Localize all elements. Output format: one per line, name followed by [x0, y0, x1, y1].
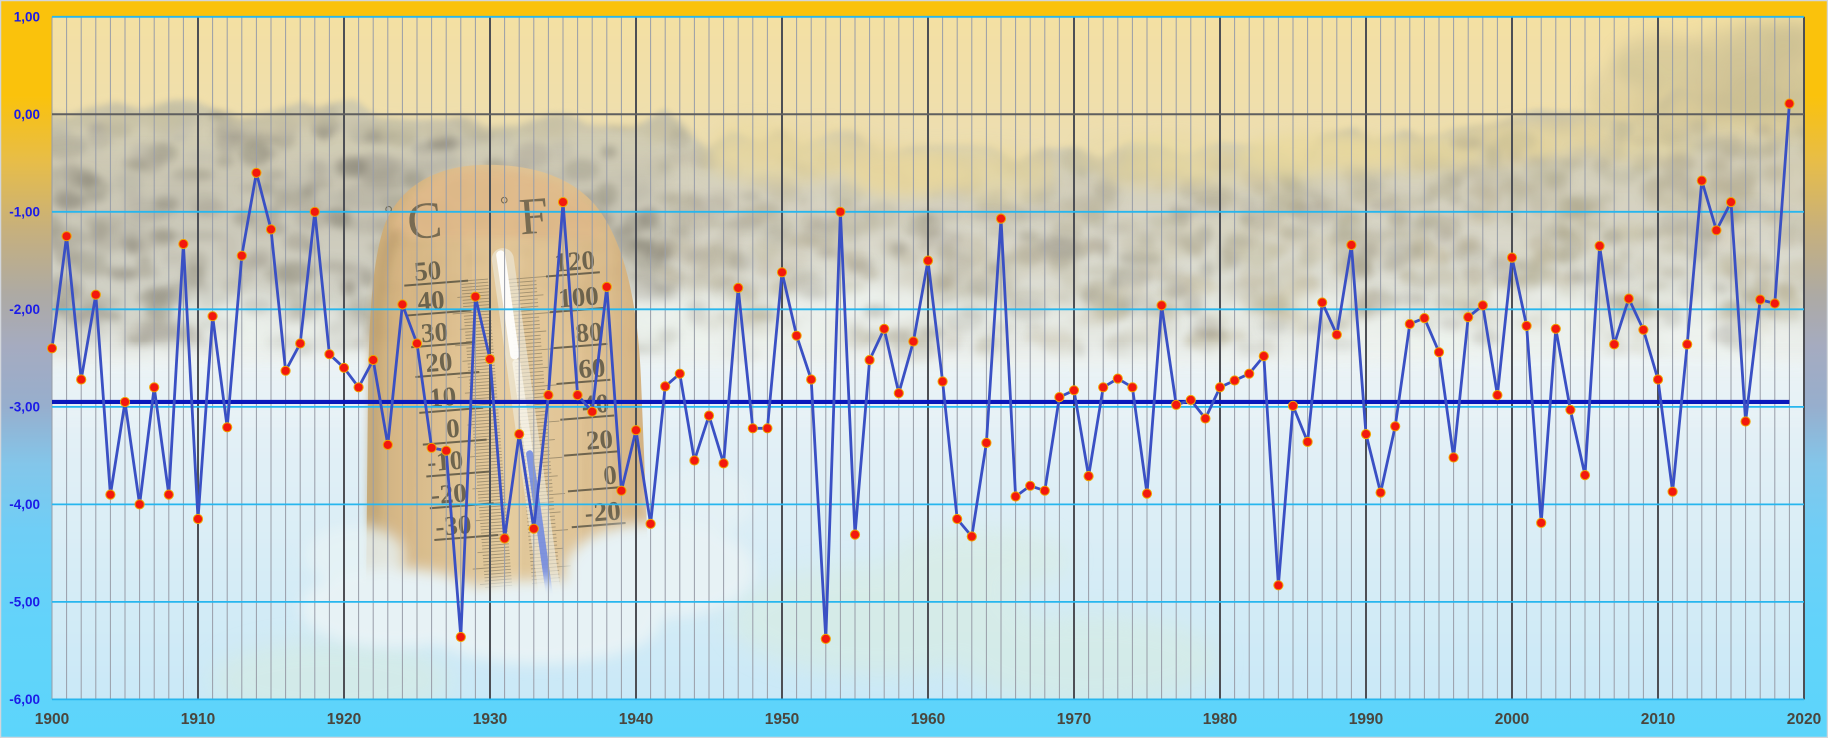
svg-text:1980: 1980: [1203, 711, 1237, 728]
svg-text:-6,00: -6,00: [9, 692, 40, 707]
svg-text:0,00: 0,00: [14, 107, 40, 122]
svg-text:80: 80: [574, 316, 603, 348]
svg-text:°: °: [384, 200, 395, 226]
svg-text:2020: 2020: [1787, 711, 1821, 728]
svg-text:0: 0: [602, 460, 618, 491]
svg-text:2000: 2000: [1495, 711, 1529, 728]
svg-text:40: 40: [416, 285, 445, 317]
svg-text:1960: 1960: [911, 711, 945, 728]
svg-text:C: C: [405, 192, 444, 252]
svg-text:1920: 1920: [327, 711, 361, 728]
svg-text:1910: 1910: [181, 711, 215, 728]
svg-text:1940: 1940: [619, 711, 653, 728]
svg-text:-1,00: -1,00: [9, 205, 40, 220]
svg-text:20: 20: [585, 424, 614, 456]
svg-text:-5,00: -5,00: [9, 595, 40, 610]
svg-text:0: 0: [445, 413, 461, 444]
svg-text:1970: 1970: [1057, 711, 1091, 728]
svg-text:1,00: 1,00: [14, 10, 40, 25]
svg-text:50: 50: [413, 255, 442, 287]
svg-text:1990: 1990: [1349, 711, 1383, 728]
svg-text:10: 10: [428, 381, 457, 413]
svg-text:2010: 2010: [1641, 711, 1675, 728]
svg-text:20: 20: [424, 346, 453, 378]
svg-text:1930: 1930: [473, 711, 507, 728]
svg-text:-4,00: -4,00: [9, 497, 40, 512]
svg-text:1900: 1900: [35, 711, 69, 728]
svg-text:-20: -20: [584, 495, 622, 528]
svg-text:-2,00: -2,00: [9, 302, 40, 317]
svg-text:30: 30: [420, 316, 449, 348]
svg-text:1950: 1950: [765, 711, 799, 728]
svg-text:-3,00: -3,00: [9, 400, 40, 415]
